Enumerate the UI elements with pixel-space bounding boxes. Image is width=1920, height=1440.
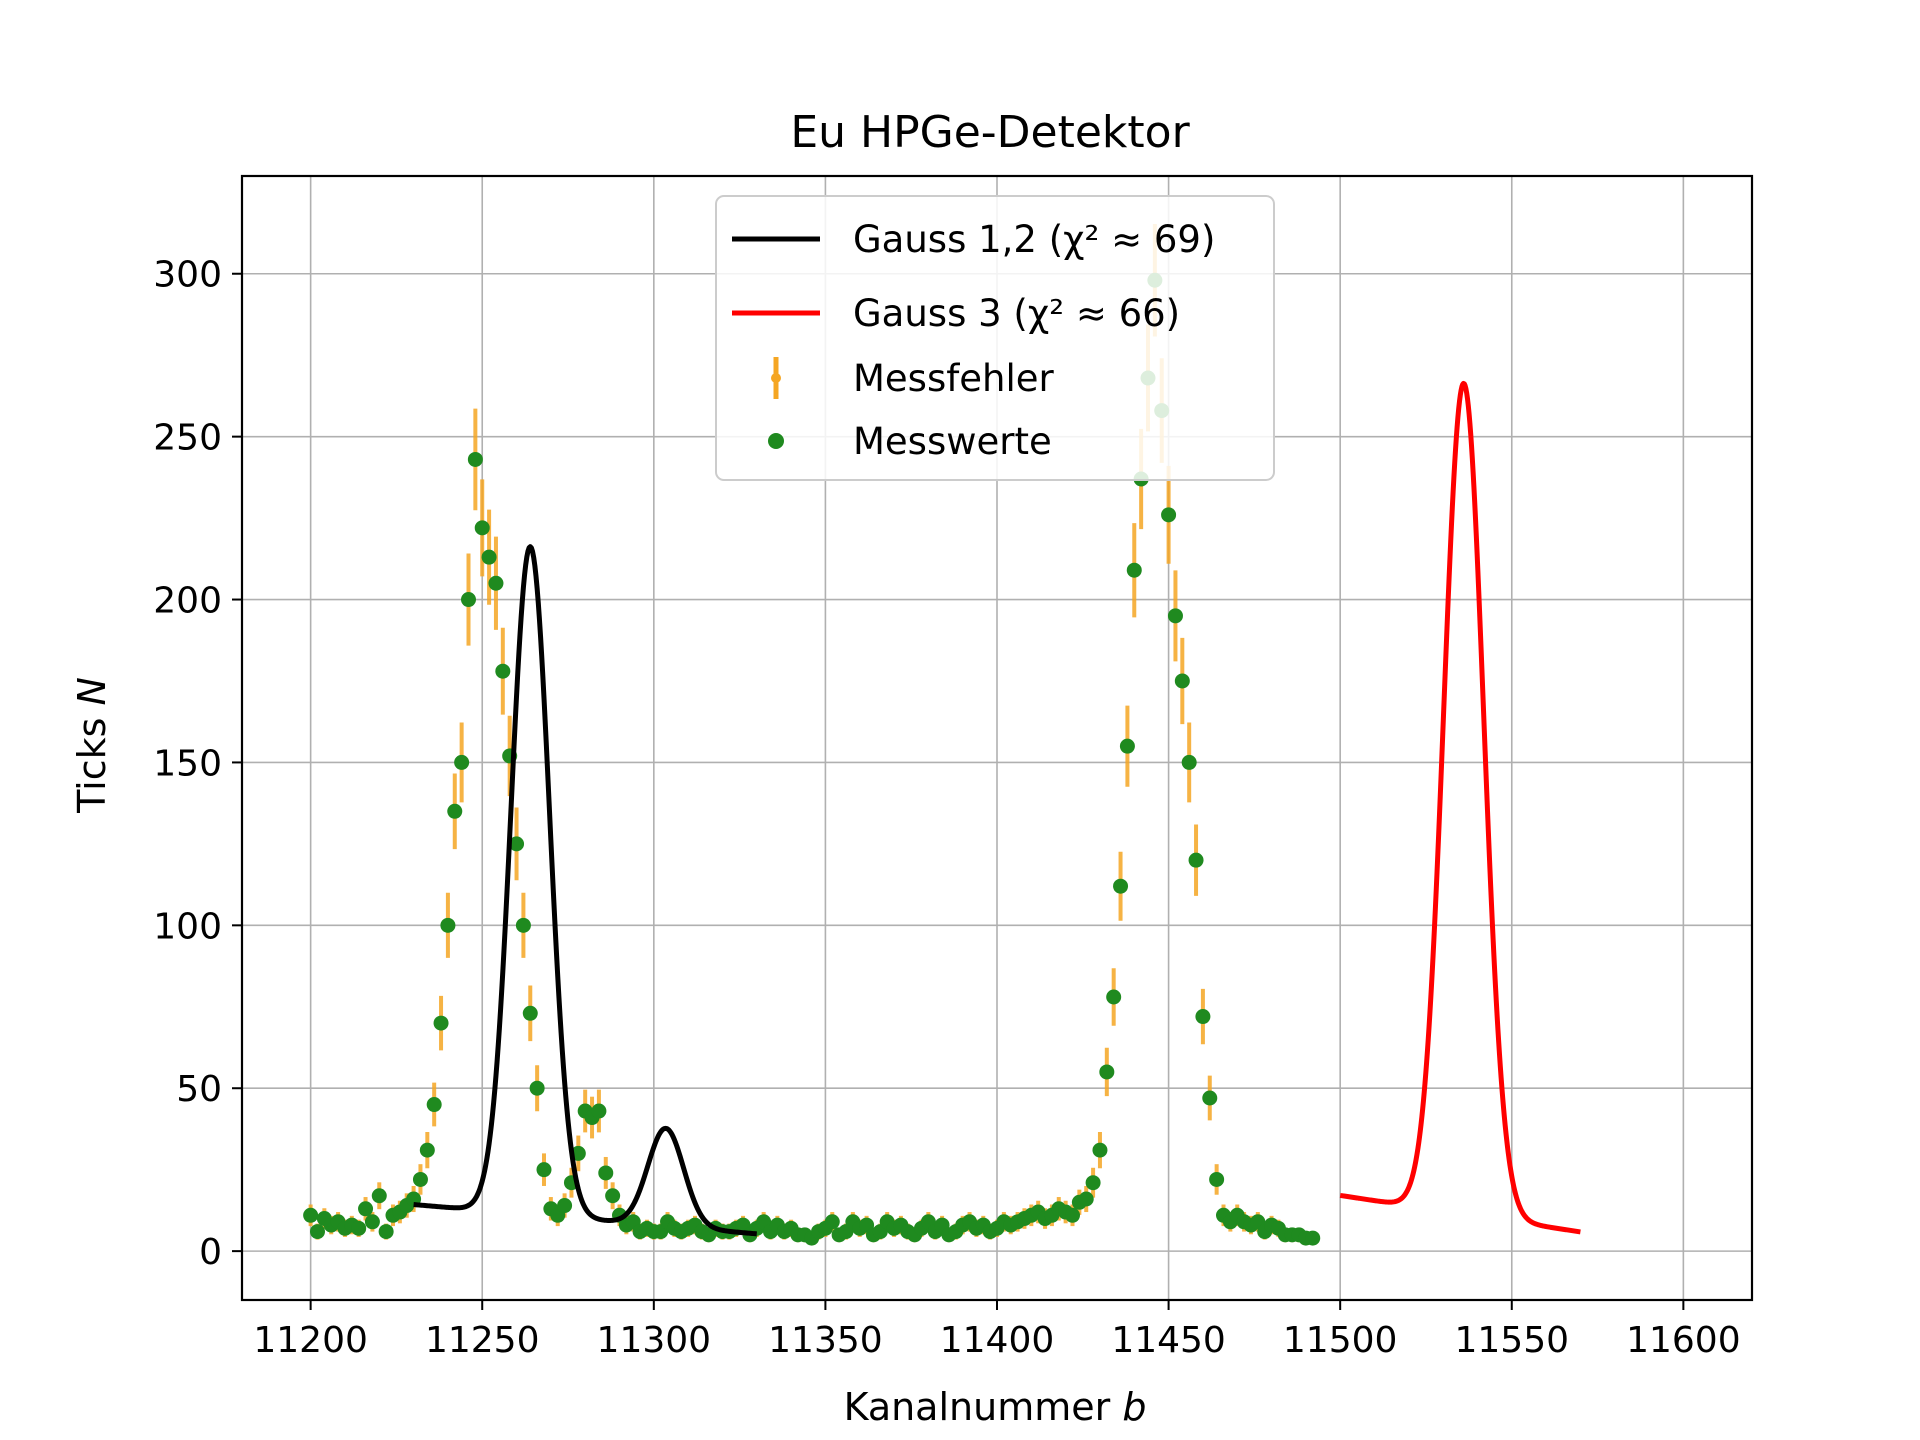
data-point [364,1214,380,1230]
data-point [536,1162,552,1178]
y-axis-label: Ticks N [70,677,114,814]
y-tick-label: 200 [153,581,222,622]
data-point [515,917,531,933]
x-tick-label: 11300 [597,1320,712,1361]
x-tick-label: 11250 [425,1320,540,1361]
data-point [378,1224,394,1240]
chart-title: Eu HPGe-Detektor [790,107,1190,158]
data-point [1106,989,1122,1005]
data-point [1078,1191,1094,1207]
data-point [371,1188,387,1204]
legend-box [715,195,1275,481]
data-point [1174,673,1190,689]
data-point [310,1224,325,1240]
y-tick-label: 50 [176,1069,222,1110]
y-axis-label-variable: N [70,677,114,705]
legend-label-fit12: Gauss 1,2 (χ² ≈ 69) [853,218,1215,261]
x-axis-label-variable: b [1122,1385,1146,1429]
data-point [1305,1230,1321,1246]
fit-curve-gauss-3 [1338,380,1583,1235]
data-point [454,754,470,770]
y-axis-ticks: 0 50 100 150 200 250 300 [153,255,242,1273]
x-tick-label: 11450 [1111,1320,1226,1361]
data-points [303,272,1321,1246]
data-point [1065,1207,1080,1223]
data-point [824,1214,840,1230]
legend-label-points: Messwerte [853,420,1052,463]
data-point [488,575,504,591]
data-point [1161,507,1177,523]
data-point [1113,878,1129,894]
data-point [1202,1090,1218,1106]
x-tick-label: 11600 [1626,1320,1741,1361]
x-tick-label: 11550 [1455,1320,1570,1361]
data-point [1209,1171,1225,1187]
y-tick-label: 150 [153,743,222,784]
y-tick-label: 0 [199,1232,222,1273]
data-point [412,1171,428,1187]
data-point [1092,1142,1108,1158]
data-point [509,836,525,852]
x-tick-label: 11350 [768,1320,883,1361]
data-point [303,1207,319,1223]
data-point [474,520,490,536]
data-point [419,1142,435,1158]
data-point [1126,562,1142,578]
data-point [433,1015,449,1031]
data-point [1188,852,1204,868]
data-point [1085,1175,1101,1191]
legend-errorbar-marker [771,373,781,383]
data-point [351,1220,367,1236]
data-point [1195,1009,1211,1025]
data-point [1167,608,1183,624]
x-axis-ticks: 11200 11250 11300 11350 11400 11450 11500 11550… [253,1300,1741,1361]
x-axis-label: Kanalnummer b [844,1385,1147,1429]
data-point [481,549,497,565]
data-point [598,1165,614,1181]
data-point [1181,754,1197,770]
legend-label-fit3: Gauss 3 (χ² ≈ 66) [853,292,1180,335]
data-point [522,1005,538,1021]
x-tick-label: 11200 [253,1320,368,1361]
fit-curve-gauss-1-2 [412,544,759,1237]
y-axis-label-text: Ticks [70,706,114,814]
data-point [529,1080,545,1096]
data-point [605,1188,621,1204]
x-axis-label-text: Kanalnummer [844,1385,1123,1429]
fit-curves [412,380,1583,1237]
data-point [557,1198,573,1214]
data-point [495,663,511,679]
data-point [358,1201,374,1217]
y-tick-label: 100 [153,906,222,947]
data-point [467,451,483,467]
legend-point-marker [768,433,784,449]
data-point [591,1103,607,1119]
data-point [440,917,456,933]
data-point [1099,1064,1115,1080]
legend-label-errorbars: Messfehler [853,357,1055,400]
data-point [1119,738,1135,754]
data-point [447,803,463,819]
data-point [426,1097,442,1113]
y-tick-label: 250 [153,418,222,459]
y-tick-label: 300 [153,255,222,296]
legend: Gauss 1,2 (χ² ≈ 69) Gauss 3 (χ² ≈ 66) Me… [715,195,1275,481]
x-tick-label: 11500 [1283,1320,1398,1361]
data-point [461,592,476,608]
x-tick-label: 11400 [940,1320,1055,1361]
